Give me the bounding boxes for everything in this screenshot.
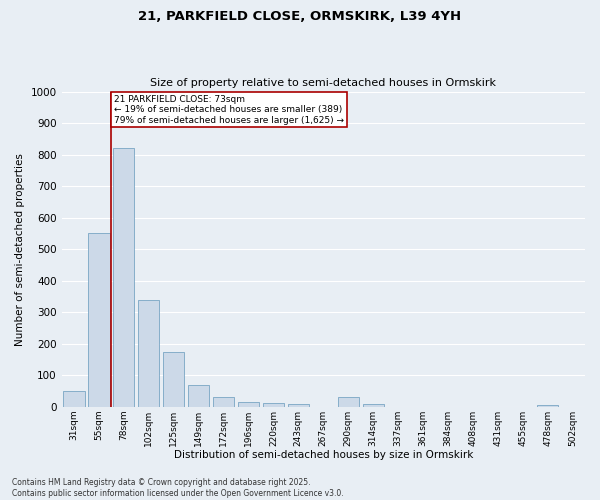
Bar (88, 234, 110, 406)
Bar (113, 148, 134, 406)
Bar (138, 300, 160, 406)
Bar (263, 403, 284, 406)
Y-axis label: Number of semi-detached properties: Number of semi-detached properties (15, 152, 25, 346)
Bar (537, 405, 558, 406)
Text: Contains HM Land Registry data © Crown copyright and database right 2025.
Contai: Contains HM Land Registry data © Crown c… (12, 478, 344, 498)
Bar (188, 384, 209, 406)
Bar (64, 391, 85, 406)
Bar (288, 404, 309, 406)
Bar (213, 397, 234, 406)
Bar (238, 402, 259, 406)
Title: Size of property relative to semi-detached houses in Ormskirk: Size of property relative to semi-detach… (150, 78, 496, 88)
Bar (362, 404, 384, 406)
Bar (163, 352, 184, 406)
Bar (338, 397, 359, 406)
Text: 21 PARKFIELD CLOSE: 73sqm
← 19% of semi-detached houses are smaller (389)
79% of: 21 PARKFIELD CLOSE: 73sqm ← 19% of semi-… (114, 94, 344, 124)
X-axis label: Distribution of semi-detached houses by size in Ormskirk: Distribution of semi-detached houses by … (173, 450, 473, 460)
Text: 21, PARKFIELD CLOSE, ORMSKIRK, L39 4YH: 21, PARKFIELD CLOSE, ORMSKIRK, L39 4YH (139, 10, 461, 23)
